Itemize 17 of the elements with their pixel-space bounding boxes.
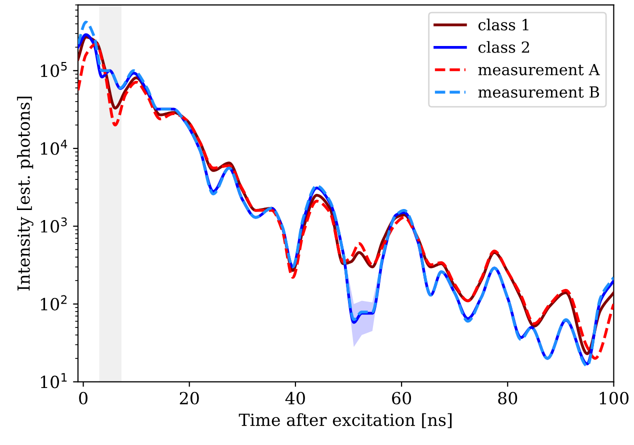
y-tick-label: 10$^{3}$: [40, 217, 67, 233]
x-tick-label: 0: [79, 392, 88, 404]
x-tick-label: 20: [180, 392, 199, 404]
x-tick-label: 100: [600, 392, 629, 404]
x-tick-label: 80: [498, 392, 518, 404]
legend-label: measurement B: [478, 86, 600, 98]
y-tick-label: 10$^{1}$: [40, 373, 67, 388]
legend-label: measurement A: [478, 64, 600, 76]
legend-label: class 1: [478, 18, 528, 30]
x-tick-label: 40: [285, 392, 305, 404]
x-axis-title: Time after excitation [ns]: [238, 413, 452, 428]
y-tick-label: 10$^{5}$: [40, 62, 67, 78]
y-tick-label: 10$^{2}$: [40, 295, 67, 310]
y-tick-label: 10$^{4}$: [40, 140, 68, 155]
legend-label: class 2: [478, 41, 530, 53]
y-axis-title: Intensity [est. photons]: [17, 96, 34, 290]
x-tick-label: 60: [392, 392, 412, 404]
